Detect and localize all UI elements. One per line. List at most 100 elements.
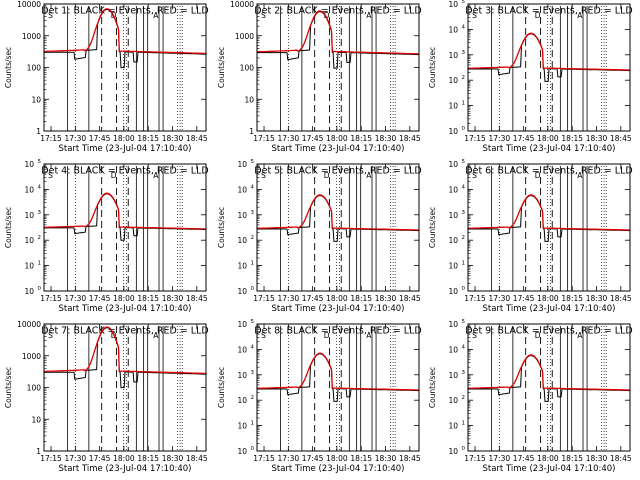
y-tick-label: 10 <box>237 287 247 296</box>
marker-label: A <box>366 171 372 180</box>
y-tick-exponent: 4 <box>462 184 466 190</box>
series-lld-line <box>257 194 419 231</box>
y-tick-label: 10 <box>448 447 458 456</box>
x-axis-label: Start Time (23-Jul-04 17:10:40) <box>483 144 616 154</box>
y-tick-exponent: 3 <box>251 210 255 216</box>
x-tick-label: 18:00 <box>537 454 559 463</box>
marker-label: S <box>261 11 266 20</box>
y-tick-label: 10 <box>237 447 247 456</box>
panel-title: Det 4: BLACK = Events, RED = LLD <box>41 166 208 177</box>
series-lld-line <box>468 32 630 71</box>
marker-label: A <box>153 11 159 20</box>
marker-label: D <box>324 11 330 20</box>
y-tick-label: 10 <box>448 102 458 111</box>
x-axis-label: Start Time (23-Jul-04 17:10:40) <box>59 304 192 314</box>
x-tick-label: 18:45 <box>610 134 632 143</box>
y-tick-exponent: 2 <box>462 75 466 81</box>
y-axis-label: Counts/sec <box>4 207 13 248</box>
series-events-line <box>44 8 206 69</box>
x-tick-label: 18:30 <box>375 294 397 303</box>
x-tick-label: 18:45 <box>186 294 208 303</box>
plot-frame <box>467 163 631 292</box>
x-tick-label: 17:15 <box>253 454 275 463</box>
y-tick-exponent: 1 <box>462 261 466 267</box>
x-tick-label: 18:15 <box>350 454 372 463</box>
plot-frame <box>256 323 420 452</box>
x-tick-label: 18:15 <box>350 134 372 143</box>
x-axis-label: Start Time (23-Jul-04 17:10:40) <box>59 464 192 474</box>
y-tick-exponent: 0 <box>251 286 255 292</box>
series-events-line <box>468 33 630 82</box>
y-tick-label: 10 <box>237 371 247 380</box>
x-tick-label: 18:45 <box>186 454 208 463</box>
y-tick-exponent: 1 <box>462 101 466 107</box>
y-tick-label: 10 <box>237 185 247 194</box>
x-tick-label: 18:00 <box>326 294 348 303</box>
panel-title: Det 2: BLACK = Events, RED = LLD <box>254 6 421 17</box>
x-tick-label: 17:15 <box>40 454 62 463</box>
y-tick-exponent: 2 <box>251 235 255 241</box>
x-tick-label: 18:00 <box>326 454 348 463</box>
x-tick-label: 17:45 <box>89 454 111 463</box>
x-tick-label: 17:45 <box>302 294 324 303</box>
x-tick-label: 17:30 <box>489 454 511 463</box>
x-tick-label: 17:15 <box>464 454 486 463</box>
series-events-line <box>44 193 206 241</box>
x-tick-label: 17:15 <box>40 294 62 303</box>
y-tick-exponent: 3 <box>251 370 255 376</box>
y-tick-exponent: 1 <box>38 261 42 267</box>
x-tick-label: 18:15 <box>137 454 159 463</box>
plot-frame <box>467 3 631 132</box>
marker-label: S <box>48 171 53 180</box>
panel-title: Det 1: BLACK = Events, RED = LLD <box>41 6 208 17</box>
y-tick-label: 10 <box>24 185 34 194</box>
y-axis-label: Counts/sec <box>428 367 437 408</box>
x-tick-label: 18:30 <box>586 294 608 303</box>
y-tick-label: 10 <box>448 25 458 34</box>
y-tick-label: 10 <box>237 422 247 431</box>
y-tick-label: 1000 <box>22 352 41 361</box>
y-tick-label: 1 <box>36 127 41 136</box>
x-tick-label: 18:00 <box>537 294 559 303</box>
x-tick-label: 17:30 <box>65 294 87 303</box>
y-tick-exponent: 4 <box>251 344 255 350</box>
y-tick-label: 10 <box>448 185 458 194</box>
y-tick-label: 10 <box>448 422 458 431</box>
y-axis-label: Counts/sec <box>4 47 13 88</box>
y-tick-exponent: 1 <box>251 261 255 267</box>
y-tick-exponent: 3 <box>462 50 466 56</box>
x-axis-label: Start Time (23-Jul-04 17:10:40) <box>59 144 192 154</box>
y-tick-label: 10 <box>244 95 254 104</box>
x-tick-label: 18:45 <box>399 134 421 143</box>
y-tick-label: 10 <box>448 51 458 60</box>
x-tick-label: 18:00 <box>537 134 559 143</box>
y-axis-label: Counts/sec <box>217 47 226 88</box>
y-tick-label: 10 <box>448 160 458 169</box>
y-axis-label: Counts/sec <box>217 207 226 248</box>
marker-label: S <box>472 11 477 20</box>
x-tick-label: 17:45 <box>89 134 111 143</box>
x-tick-label: 18:30 <box>375 134 397 143</box>
marker-label: D <box>535 11 541 20</box>
x-tick-label: 17:30 <box>278 454 300 463</box>
y-tick-exponent: 0 <box>38 286 42 292</box>
marker-label: A <box>577 331 583 340</box>
series-events-line <box>257 11 419 69</box>
y-tick-label: 10 <box>448 287 458 296</box>
y-axis-label: Counts/sec <box>4 367 13 408</box>
x-tick-label: 18:30 <box>162 134 184 143</box>
x-tick-label: 17:15 <box>40 134 62 143</box>
series-lld-line <box>257 352 419 391</box>
x-tick-label: 17:30 <box>278 294 300 303</box>
x-tick-label: 18:00 <box>113 454 135 463</box>
x-tick-label: 17:30 <box>65 454 87 463</box>
y-tick-exponent: 2 <box>462 395 466 401</box>
y-tick-label: 10 <box>448 396 458 405</box>
x-tick-label: 17:45 <box>513 294 535 303</box>
y-tick-label: 10 <box>448 345 458 354</box>
marker-label: D <box>324 171 330 180</box>
series-lld-line <box>43 192 206 230</box>
y-tick-exponent: 5 <box>251 159 255 165</box>
